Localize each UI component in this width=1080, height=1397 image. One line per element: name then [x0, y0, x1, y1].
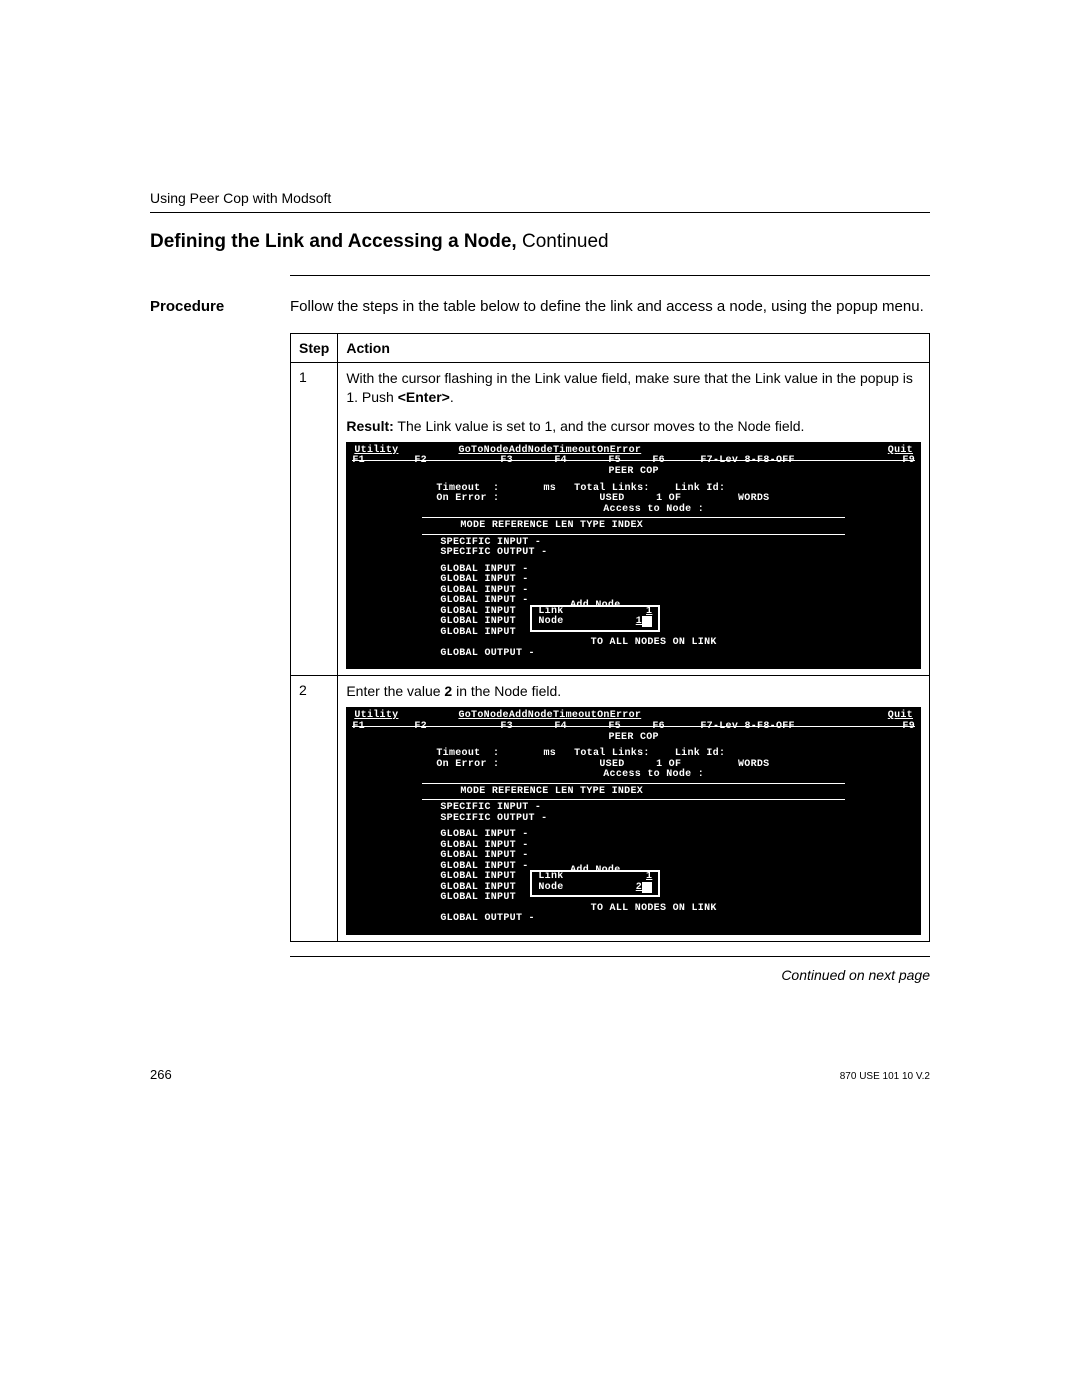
term-footer1: TO ALL NODES ON LINK: [352, 638, 915, 649]
menu-addnode: AddNode: [509, 446, 553, 457]
procedure-label: Procedure: [150, 298, 290, 942]
term-footer2: GLOBAL OUTPUT -: [352, 649, 915, 660]
menu-quit: Quit: [888, 711, 913, 722]
menu-timeout: Timeout: [553, 711, 597, 722]
cursor-icon: [642, 882, 652, 893]
rule-sub-2: [290, 956, 930, 957]
popup-title: Add Node: [532, 601, 658, 612]
title-main: Defining the Link and Accessing a Node,: [150, 231, 522, 252]
term-row: GLOBAL INPUT -: [352, 575, 915, 586]
menu-onerror: OnError: [597, 711, 641, 722]
term-row: GLOBAL INPUT -: [352, 565, 915, 576]
step1-instruction: With the cursor flashing in the Link val…: [346, 369, 921, 407]
term-row: GLOBAL INPUT -: [352, 851, 915, 862]
terminal-screenshot-1: Utility GoToNode AddNode Timeout OnError…: [346, 442, 921, 670]
running-header: Using Peer Cop with Modsoft: [150, 190, 930, 206]
menu-addnode: AddNode: [509, 711, 553, 722]
term-fkeys: F1 F2 F3 F4 F5 F6 F7-Lev 8-F8-OFF F9: [352, 456, 915, 467]
addnode-popup: Add Node Link1 Node1: [530, 605, 660, 632]
term-links: Total Links: Link Id:: [574, 749, 725, 760]
rule-top: [150, 212, 930, 213]
step1-text-bold: <Enter>: [398, 389, 450, 405]
term-menubar: Utility GoToNode AddNode Timeout OnError…: [352, 711, 915, 722]
term-row: SPECIFIC OUTPUT -: [352, 548, 915, 559]
rule-sub-1: [290, 275, 930, 276]
term-title: PEER COP: [352, 467, 915, 478]
step-num: 2: [291, 676, 338, 941]
cursor-icon: [642, 616, 652, 627]
step1-text-post: .: [450, 389, 454, 405]
popup-title: Add Node: [532, 866, 658, 877]
menu-gotonode: GoToNode: [458, 711, 508, 722]
term-menubar: Utility GoToNode AddNode Timeout OnError…: [352, 446, 915, 457]
section-title: Defining the Link and Accessing a Node, …: [150, 231, 930, 253]
term-onerror: On Error :: [436, 760, 499, 771]
title-continued: Continued: [522, 231, 609, 252]
step1-result: Result: The Link value is set to 1, and …: [346, 417, 921, 436]
term-access: Access to Node :: [352, 505, 915, 516]
term-fkeys: F1 F2 F3 F4 F5 F6 F7-Lev 8-F8-OFF F9: [352, 722, 915, 733]
term-footer2: GLOBAL OUTPUT -: [352, 914, 915, 925]
step2-text-post: in the Node field.: [452, 683, 561, 699]
step-num: 1: [291, 363, 338, 676]
procedure-table: Step Action 1 With the cursor flashing i…: [290, 333, 930, 942]
procedure-intro: Follow the steps in the table below to d…: [290, 298, 930, 315]
col-step: Step: [291, 334, 338, 363]
step2-text-pre: Enter the value: [346, 683, 444, 699]
term-col-header: MODE REFERENCE LEN TYPE INDEX: [352, 787, 915, 798]
popup-node-label: Node: [538, 883, 563, 894]
table-row: 2 Enter the value 2 in the Node field. U…: [291, 676, 930, 941]
term-row: SPECIFIC INPUT -: [352, 538, 915, 549]
term-access: Access to Node :: [352, 770, 915, 781]
document-id: 870 USE 101 10 V.2: [840, 1071, 930, 1082]
col-action: Action: [338, 334, 930, 363]
term-row: SPECIFIC OUTPUT -: [352, 814, 915, 825]
page-footer: 266 870 USE 101 10 V.2: [150, 1067, 930, 1082]
term-onerror: On Error :: [436, 494, 499, 505]
term-row: GLOBAL INPUT -: [352, 841, 915, 852]
result-label: Result:: [346, 418, 393, 434]
term-row: SPECIFIC INPUT -: [352, 803, 915, 814]
menu-utility: Utility: [354, 711, 398, 722]
popup-node-label: Node: [538, 617, 563, 628]
page-number: 266: [150, 1067, 172, 1082]
term-row: GLOBAL INPUT -: [352, 830, 915, 841]
continued-note: Continued on next page: [290, 967, 930, 983]
addnode-popup: Add Node Link1 Node2: [530, 870, 660, 897]
table-row: 1 With the cursor flashing in the Link v…: [291, 363, 930, 676]
term-timeout: Timeout : ms: [436, 749, 556, 760]
terminal-screenshot-2: Utility GoToNode AddNode Timeout OnError…: [346, 707, 921, 935]
term-row: GLOBAL INPUT -: [352, 586, 915, 597]
step2-instruction: Enter the value 2 in the Node field.: [346, 682, 921, 701]
result-text: The Link value is set to 1, and the curs…: [394, 418, 805, 434]
term-title: PEER COP: [352, 733, 915, 744]
term-footer1: TO ALL NODES ON LINK: [352, 904, 915, 915]
term-col-header: MODE REFERENCE LEN TYPE INDEX: [352, 521, 915, 532]
